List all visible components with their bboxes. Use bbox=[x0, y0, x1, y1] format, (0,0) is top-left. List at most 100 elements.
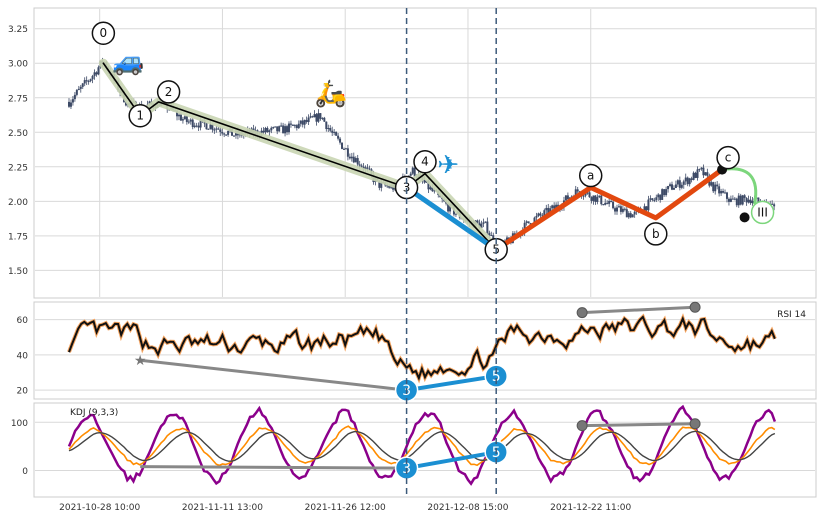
x-tick-label: 2021-11-11 13:00 bbox=[182, 503, 263, 513]
candle-body bbox=[77, 88, 80, 91]
kdj-y-axis: 0 100 bbox=[11, 419, 28, 477]
candle-body bbox=[710, 182, 713, 186]
candle-body bbox=[625, 209, 628, 218]
rsi-divergence-dot bbox=[689, 301, 701, 313]
wave-label: a bbox=[587, 169, 594, 183]
candle-body bbox=[93, 72, 96, 77]
candle-body bbox=[678, 180, 681, 188]
candle-body bbox=[716, 184, 719, 187]
candle-body bbox=[757, 197, 760, 203]
candle-body bbox=[731, 198, 734, 200]
candle-body bbox=[81, 83, 84, 87]
candle-body bbox=[588, 192, 591, 198]
candle-body bbox=[231, 128, 234, 136]
candle-body bbox=[702, 167, 705, 176]
candle-body bbox=[380, 182, 383, 188]
candle-body bbox=[617, 206, 620, 208]
candle-body bbox=[193, 125, 196, 128]
candle-body bbox=[286, 126, 289, 133]
wave-label-circle bbox=[716, 145, 740, 170]
price-overlay: 012345abcIII🚙🛵✈ bbox=[91, 21, 775, 262]
price-y-axis: 1.50 1.75 2.00 2.25 2.50 2.75 3.00 3.25 bbox=[8, 25, 28, 277]
candle-body bbox=[724, 192, 727, 194]
candle-body bbox=[197, 125, 200, 128]
candle-body bbox=[284, 126, 287, 134]
candle-body bbox=[319, 113, 322, 119]
candle-body bbox=[545, 207, 548, 211]
candle-body bbox=[73, 94, 76, 100]
candle-body bbox=[352, 156, 355, 163]
candle-body bbox=[223, 133, 226, 135]
candle-body bbox=[209, 124, 212, 129]
candle-body bbox=[600, 195, 603, 205]
candle-body bbox=[549, 208, 552, 214]
candle-body bbox=[295, 125, 298, 129]
candle-body bbox=[124, 102, 127, 106]
candle-body bbox=[91, 76, 94, 80]
candle-body bbox=[337, 135, 340, 139]
candle-body bbox=[274, 126, 277, 128]
candle-body bbox=[213, 129, 216, 131]
candle-body bbox=[366, 167, 369, 169]
candle-body bbox=[411, 167, 414, 174]
candle-body bbox=[669, 184, 672, 186]
candle-body bbox=[543, 210, 546, 216]
candle-body bbox=[604, 202, 607, 205]
candle-body bbox=[649, 198, 652, 200]
candle-body bbox=[207, 128, 210, 130]
candle-body bbox=[741, 195, 744, 205]
candle-body bbox=[356, 158, 359, 165]
candle-body bbox=[551, 205, 554, 209]
candle-body bbox=[331, 130, 334, 133]
candle-body bbox=[232, 135, 235, 137]
candle-body bbox=[482, 222, 485, 224]
candle-body bbox=[665, 189, 668, 196]
candle-body bbox=[539, 213, 542, 216]
candle-body bbox=[645, 206, 648, 211]
candle-body bbox=[674, 184, 677, 188]
candle-body bbox=[712, 182, 715, 192]
candle-body bbox=[696, 169, 699, 178]
candle-body bbox=[409, 173, 412, 176]
candle-body bbox=[621, 208, 624, 212]
candle-body bbox=[266, 127, 269, 133]
kdj-divergence-dot bbox=[576, 420, 588, 432]
candle-body bbox=[576, 189, 579, 192]
airplane-icon: ✈ bbox=[437, 151, 459, 181]
candle-body bbox=[364, 167, 367, 170]
wave-label-circle bbox=[413, 149, 437, 174]
kdj-divergence-grey bbox=[140, 465, 407, 470]
candle-body bbox=[627, 213, 630, 218]
candle-body bbox=[737, 195, 740, 206]
wave-label-circle bbox=[750, 200, 775, 225]
candle-body bbox=[718, 186, 721, 194]
candle-body bbox=[525, 221, 528, 223]
candle-body bbox=[313, 114, 316, 118]
candle-body bbox=[751, 200, 754, 204]
candle-body bbox=[278, 126, 281, 132]
candle-body bbox=[429, 187, 432, 190]
candle-body bbox=[629, 213, 632, 218]
candle-body bbox=[427, 180, 430, 190]
candle-body bbox=[181, 119, 184, 121]
candle-body bbox=[661, 189, 664, 200]
kdj-y-tick-label: 0 bbox=[22, 467, 28, 477]
candle-body bbox=[293, 125, 296, 127]
wave-label-circle bbox=[644, 222, 668, 246]
candle-body bbox=[594, 195, 597, 202]
candle-body bbox=[484, 221, 487, 223]
candle-body bbox=[714, 184, 717, 192]
candle-body bbox=[303, 119, 306, 125]
candle-body bbox=[195, 125, 198, 127]
wave-label: 2 bbox=[165, 85, 173, 99]
candle-body bbox=[663, 189, 666, 196]
candle-body bbox=[672, 187, 675, 190]
candle-body bbox=[211, 124, 214, 130]
rsi-star-marker: ★ bbox=[134, 353, 147, 369]
candle-body bbox=[606, 202, 609, 204]
price-y-tick-label: 2.25 bbox=[8, 163, 28, 173]
rsi-y-tick-label: 20 bbox=[17, 387, 29, 397]
candle-body bbox=[289, 123, 292, 125]
candle-body bbox=[651, 198, 654, 200]
kdj-divergence-dot bbox=[689, 418, 701, 430]
